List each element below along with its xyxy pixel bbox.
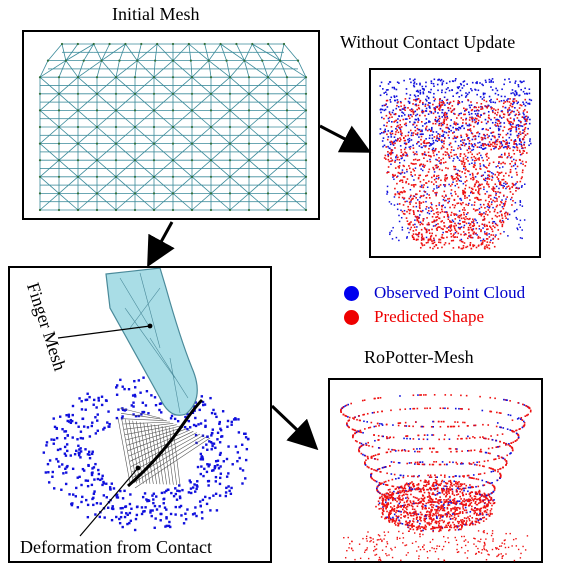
finger-mesh-shape xyxy=(106,268,197,415)
ropotter-mesh-title: RoPotter-Mesh xyxy=(364,347,474,368)
ropotter-point-cloud xyxy=(330,380,541,565)
initial-mesh-title: Initial Mesh xyxy=(112,4,200,25)
legend-observed-label: Observed Point Cloud xyxy=(374,283,525,303)
arrow-to-ropotter xyxy=(272,406,314,446)
initial-mesh-figure xyxy=(24,32,318,218)
wc-points xyxy=(379,78,532,249)
ropotter-panel xyxy=(328,378,543,563)
legend-predicted-label: Predicted Shape xyxy=(374,307,484,327)
without-contact-title: Without Contact Update xyxy=(340,32,515,53)
deformation-label: Deformation from Contact xyxy=(20,537,212,558)
without-contact-point-cloud xyxy=(371,70,539,256)
initial-mesh-panel xyxy=(22,30,320,220)
legend-observed xyxy=(344,286,359,301)
deformation-pointer xyxy=(80,468,138,536)
rp-points xyxy=(340,394,532,561)
legend-predicted xyxy=(344,310,359,325)
arrow-to-contact-panel xyxy=(150,222,172,262)
arrow-to-without-contact xyxy=(320,126,366,150)
without-contact-panel xyxy=(369,68,541,258)
